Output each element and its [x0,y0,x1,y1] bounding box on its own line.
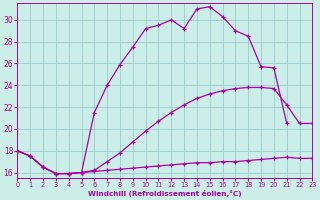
X-axis label: Windchill (Refroidissement éolien,°C): Windchill (Refroidissement éolien,°C) [88,190,242,197]
